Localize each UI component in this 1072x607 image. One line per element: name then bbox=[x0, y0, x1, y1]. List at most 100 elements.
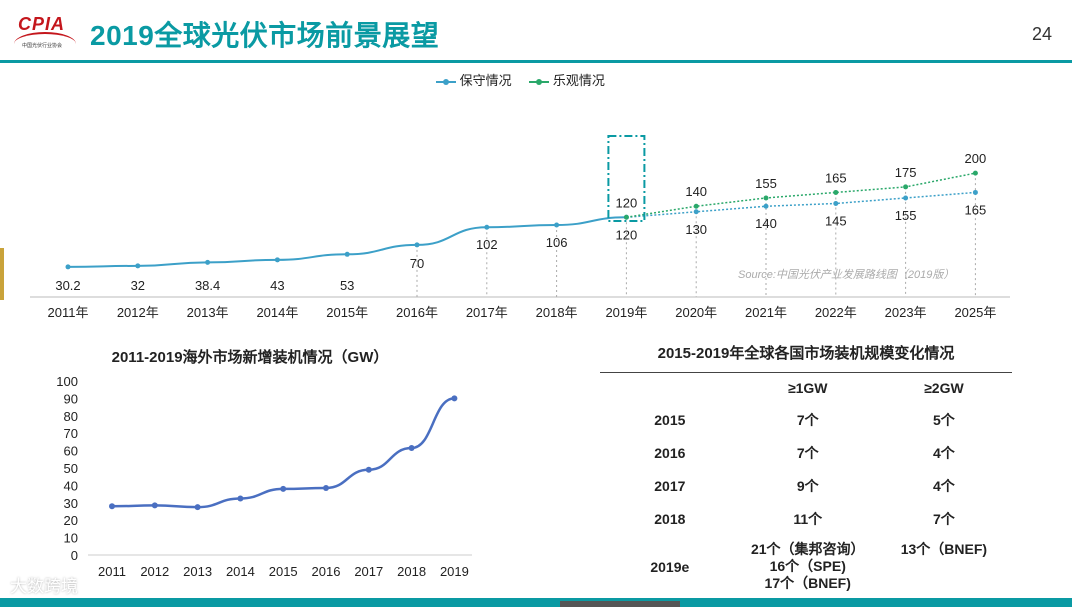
x-tick-label: 2012年 bbox=[117, 305, 159, 320]
x-tick-label: 2019年 bbox=[605, 305, 647, 320]
table-cell-year: 2019e bbox=[600, 535, 740, 599]
data-label-optimistic: 155 bbox=[755, 176, 777, 191]
point-overseas bbox=[280, 485, 287, 492]
point-conservative bbox=[554, 222, 560, 228]
point-optimistic bbox=[972, 170, 978, 176]
header-divider bbox=[0, 60, 1072, 63]
table-header-ge1: ≥1GW bbox=[739, 372, 876, 403]
table-title: 2015-2019年全球各国市场装机规模变化情况 bbox=[657, 345, 955, 362]
table-cell-year: 2018 bbox=[654, 510, 686, 527]
x-tick-label: 2016 bbox=[312, 564, 341, 579]
y-tick-label: 20 bbox=[64, 513, 78, 528]
table-row: 2015 7个 5个 bbox=[600, 403, 1012, 436]
point-overseas bbox=[151, 502, 158, 509]
slide-title: 2019全球光伏市场前景展望 bbox=[90, 20, 440, 51]
x-tick-label: 2018年 bbox=[536, 305, 578, 320]
table-cell-ge2: 4个 bbox=[933, 444, 955, 461]
point-optimistic bbox=[903, 184, 909, 190]
data-label-conservative: 145 bbox=[825, 213, 847, 228]
table-cell-ge2: 5个 bbox=[933, 411, 955, 428]
x-tick-label: 2023年 bbox=[885, 305, 927, 320]
data-label-conservative: 120 bbox=[616, 227, 638, 242]
top-chart-legend: 保守情况 乐观情况 bbox=[436, 70, 619, 88]
legend-conservative: 保守情况 bbox=[436, 70, 512, 89]
point-conservative bbox=[972, 189, 978, 195]
legend-conservative-label: 保守情况 bbox=[459, 73, 512, 88]
table-cell-year: 2015 bbox=[654, 411, 686, 428]
series-overseas-line bbox=[111, 397, 455, 509]
data-label-conservative: 130 bbox=[685, 222, 707, 237]
table-body: 2015 7个 5个 2016 7个 4个 2017 9个 4个 2018 11… bbox=[600, 403, 1012, 599]
x-tick-label: 2013 bbox=[183, 564, 212, 579]
bottom-bar bbox=[0, 598, 1072, 607]
data-label-optimistic: 120 bbox=[616, 195, 638, 210]
legend-optimistic-swatch bbox=[529, 78, 550, 85]
legend-optimistic: 乐观情况 bbox=[529, 70, 605, 89]
x-tick-label: 2015年 bbox=[326, 305, 368, 320]
series-conservative-forecast-line bbox=[626, 191, 976, 219]
logo-arc bbox=[14, 32, 76, 44]
table-cell-year: 2017 bbox=[654, 477, 686, 494]
x-tick-label: 2017 bbox=[354, 564, 383, 579]
y-tick-label: 100 bbox=[56, 374, 78, 389]
point-conservative bbox=[274, 257, 280, 263]
x-tick-label: 2020年 bbox=[675, 305, 717, 320]
y-tick-label: 80 bbox=[64, 409, 78, 424]
table-cell-ge1: 11个 bbox=[793, 510, 823, 527]
point-overseas bbox=[237, 495, 244, 502]
x-tick-label: 2016年 bbox=[396, 305, 438, 320]
data-label-conservative: 30.2 bbox=[55, 278, 80, 293]
point-overseas bbox=[408, 444, 415, 451]
y-tick-label: 50 bbox=[64, 461, 78, 476]
table-row: 2018 11个 7个 bbox=[600, 502, 1012, 535]
y-tick-label: 40 bbox=[64, 478, 78, 493]
table-cell-ge1: 7个 bbox=[796, 411, 819, 428]
table-cell-ge1: 7个 bbox=[796, 444, 819, 461]
table-cell-ge1-line: 21个（集邦咨询） bbox=[750, 541, 865, 557]
logo-org: 中国光伏行业协会 bbox=[22, 43, 63, 49]
table-header-ge2: ≥2GW bbox=[875, 372, 1012, 403]
table-header-year bbox=[600, 372, 740, 403]
point-conservative bbox=[205, 259, 211, 265]
data-label-conservative: 155 bbox=[895, 208, 917, 223]
table-cell-ge2: 7个 bbox=[933, 510, 955, 527]
data-label-conservative: 32 bbox=[131, 278, 145, 293]
x-tick-label: 2013年 bbox=[187, 305, 229, 320]
table-cell-ge2: 13个（BNEF) bbox=[875, 535, 1012, 599]
table-header-row: ≥1GW ≥2GW bbox=[600, 372, 1012, 403]
legend-optimistic-label: 乐观情况 bbox=[552, 73, 605, 88]
table-cell-ge1: 9个 bbox=[796, 477, 819, 494]
bottom-bar-accent bbox=[560, 601, 680, 607]
country-count-table: ≥1GW ≥2GW 2015 7个 5个 2016 7个 4个 2017 9个 … bbox=[600, 372, 1012, 599]
data-label-optimistic: 200 bbox=[965, 151, 987, 166]
highlight-2019-box bbox=[607, 135, 646, 222]
point-optimistic bbox=[693, 203, 699, 209]
series-conservative-solid-line bbox=[67, 216, 627, 268]
bottom-line-chart: 2011-2019海外市场新增装机情况（GW） 0 10 20 30 40 50 60 70 80… bbox=[56, 348, 472, 579]
point-conservative bbox=[65, 264, 71, 270]
y-tick-label: 90 bbox=[64, 391, 78, 406]
x-tick-label: 2014 bbox=[226, 564, 255, 579]
x-tick-label: 2017年 bbox=[466, 305, 508, 320]
point-conservative bbox=[763, 203, 769, 209]
point-conservative bbox=[693, 209, 699, 215]
data-label-optimistic: 140 bbox=[685, 184, 707, 199]
point-overseas bbox=[451, 395, 458, 402]
point-optimistic bbox=[623, 214, 629, 220]
bottom-chart-title: 2011-2019海外市场新增装机情况（GW） bbox=[112, 348, 389, 366]
y-tick-label: 60 bbox=[64, 444, 78, 459]
data-label-optimistic: 175 bbox=[895, 165, 917, 180]
point-conservative bbox=[135, 263, 141, 269]
x-tick-label: 2012 bbox=[140, 564, 169, 579]
x-tick-label: 2019 bbox=[440, 564, 469, 579]
legend-conservative-swatch bbox=[436, 78, 456, 85]
point-overseas bbox=[194, 504, 201, 511]
data-label-conservative: 38.4 bbox=[195, 278, 220, 293]
x-tick-label: 2025年 bbox=[954, 305, 996, 320]
point-overseas bbox=[365, 466, 372, 473]
y-tick-label: 10 bbox=[64, 531, 78, 546]
y-tick-label: 0 bbox=[71, 548, 78, 563]
table-row: 2017 9个 4个 bbox=[600, 469, 1012, 502]
point-conservative bbox=[344, 251, 350, 257]
x-tick-label: 2018 bbox=[397, 564, 426, 579]
